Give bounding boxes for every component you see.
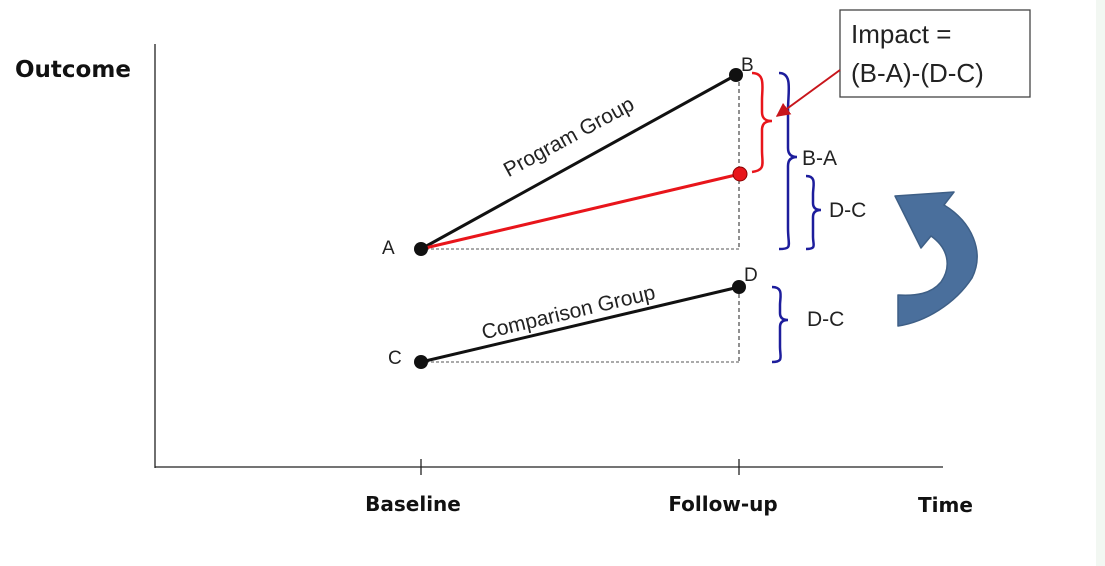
point-b-label: B: [741, 55, 754, 76]
impact-callout-line2: (B-A)-(D-C): [851, 58, 984, 88]
point-d-label: D: [744, 265, 758, 286]
d-minus-c-lower-label: D-C: [807, 308, 844, 331]
curved-arrow-icon: [894, 191, 978, 327]
right-edge-strip: [1096, 0, 1105, 566]
point-c: [414, 355, 428, 369]
impact-callout-box: [839, 9, 1031, 98]
b-minus-a-brace: [778, 71, 798, 251]
x-axis-label: Time: [918, 493, 973, 517]
point-counterfactual: [732, 166, 748, 182]
counterfactual-line: [420, 172, 741, 251]
b-minus-a-label: B-A: [802, 147, 837, 170]
point-c-label: C: [388, 348, 402, 369]
impact-callout-line1: Impact =: [851, 19, 951, 49]
point-b: [729, 68, 743, 82]
impact-brace: [751, 71, 773, 174]
point-a: [414, 242, 428, 256]
comparison-group-line: [420, 285, 740, 364]
d-minus-c-upper-brace: [805, 174, 822, 251]
point-d: [732, 280, 746, 294]
follow-up-tick-label: Follow-up: [668, 492, 777, 516]
program-group-line: [420, 73, 737, 251]
baseline-tick-label: Baseline: [365, 492, 461, 516]
callout-pointer-arrow: [775, 69, 841, 117]
d-minus-c-lower-brace: [771, 285, 789, 364]
point-a-label: A: [382, 238, 395, 259]
d-minus-c-upper-label: D-C: [829, 199, 866, 222]
y-axis-label: Outcome: [15, 57, 131, 83]
